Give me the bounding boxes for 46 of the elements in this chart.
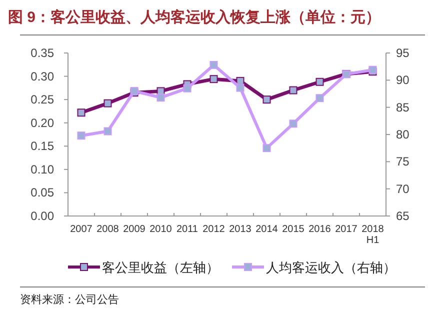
point [77, 132, 86, 140]
x-tick-label: 2007 [70, 224, 93, 235]
x-tick-label: 2011 [176, 224, 198, 235]
legend-label: 人均客运收入（右轴） [266, 260, 396, 275]
y-tick-label: 0.00 [30, 209, 54, 223]
y-tick-label: 0.05 [30, 186, 54, 200]
x-tick-label: 2009 [123, 224, 146, 235]
y-tick-label: 0.30 [30, 69, 54, 84]
y-tick-label: 0.10 [30, 162, 54, 176]
x-tick-label: 2016 [308, 224, 332, 235]
point [156, 94, 165, 102]
y2-tick-label: 95 [396, 46, 410, 60]
y2-tick-label: 65 [396, 209, 410, 223]
y-tick-label: 0.15 [30, 139, 54, 154]
point [77, 108, 86, 117]
point [289, 120, 298, 128]
point [262, 144, 271, 152]
y2-tick-label: 85 [396, 100, 410, 114]
y2-tick-label: 75 [396, 154, 410, 169]
y-tick-label: 0.35 [30, 46, 54, 60]
point [236, 84, 244, 92]
y2-tick-label: 90 [396, 73, 410, 88]
point [210, 75, 218, 84]
point [104, 99, 112, 108]
x-tick-label: 2018 H1 [362, 224, 384, 246]
text: 资料来源：公司公告 [20, 293, 119, 306]
x-tick-label: 2008 [96, 224, 120, 235]
x-tick-label: 2014 [256, 224, 278, 235]
x-tick-label: 2010 [150, 224, 172, 235]
x-tick-label: 2017 [335, 224, 358, 235]
point [104, 127, 112, 136]
legend-label: 客公里收益（左轴） [102, 260, 219, 275]
y2-tick-label: 80 [396, 128, 410, 142]
point [262, 96, 271, 104]
x-tick-label: 2013 [229, 224, 252, 235]
y2-tick-label: 70 [396, 182, 410, 196]
point [316, 78, 324, 86]
point [210, 60, 218, 69]
chart-title: 图 9：客公里收益、人均客运收入恢复上涨（单位：元） [8, 8, 381, 26]
point [316, 94, 324, 102]
y-tick-label: 0.25 [30, 92, 54, 107]
point [183, 84, 192, 92]
x-tick-label: 2015 [282, 224, 305, 235]
x-tick-label: 2012 [202, 224, 226, 235]
y-tick-label: 0.20 [30, 116, 54, 130]
point [289, 86, 298, 94]
